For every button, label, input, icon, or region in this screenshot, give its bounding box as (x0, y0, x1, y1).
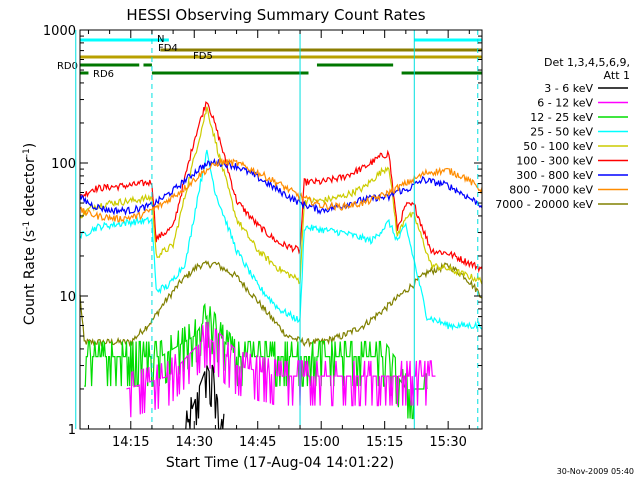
x-tick-label: 15:15 (366, 435, 403, 450)
legend: Det 1,3,4,5,6,9, Att 1 3 - 6 keV 6 - 12 k… (495, 56, 630, 211)
legend-entry-label: 3 - 6 keV (544, 82, 593, 95)
flag-label-rd6: RD6 (93, 69, 114, 80)
y-label-mid: detector (22, 157, 38, 221)
y-tick-label: 100 (51, 157, 76, 172)
x-axis-label: Start Time (17-Aug-04 14:01:22) (166, 455, 394, 471)
x-tick-label: 15:30 (429, 435, 466, 450)
y-tick-label: 1 (68, 423, 76, 438)
chart-title: HESSI Observing Summary Count Rates (126, 6, 425, 24)
series-line-100-300-keV (79, 101, 483, 274)
boundaries-layer (75, 30, 479, 429)
x-tick-label: 14:45 (239, 435, 276, 450)
flag-label-n: N (157, 34, 164, 45)
legend-entry-label: 800 - 7000 keV (509, 184, 593, 197)
legend-entry-label: 6 - 12 keV (537, 97, 593, 110)
legend-entry-label: 12 - 25 keV (530, 111, 593, 124)
series-line-25-50-keV (79, 149, 483, 331)
y-axis-label: Count Rate (s-1 detector-1) (22, 143, 38, 325)
legend-entry-label: 50 - 100 keV (523, 140, 593, 153)
x-ticks: 14:15 14:30 14:45 15:00 15:15 15:30 (87, 30, 470, 450)
series-line-3-6-keV (185, 364, 225, 430)
legend-header-1: Det 1,3,4,5,6,9, (544, 56, 630, 69)
legend-entry-label: 300 - 800 keV (516, 169, 593, 182)
series-line-50-100-keV (79, 106, 483, 285)
y-label-end: ) (22, 143, 38, 148)
legend-header-2: Att 1 (604, 69, 630, 82)
series-line-800-7000-keV (79, 156, 483, 223)
y-ticks: 1 10 100 1000 (43, 24, 482, 438)
y-label-main: Count Rate (s (22, 230, 38, 325)
y-label-sup2: -1 (22, 148, 32, 157)
series-line-300-800-keV (79, 157, 483, 217)
flag-label-rd0: RD0 (57, 61, 78, 72)
series-line-6-12-keV (126, 321, 436, 418)
legend-entry-label: 7000 - 20000 keV (495, 198, 593, 211)
series-line-12-25-keV (84, 302, 428, 420)
x-tick-label: 15:00 (302, 435, 339, 450)
y-tick-label: 10 (59, 290, 76, 305)
x-tick-label: 14:15 (112, 435, 149, 450)
y-tick-label: 1000 (43, 24, 76, 39)
legend-entry-label: 100 - 300 keV (516, 155, 593, 168)
x-tick-label: 14:30 (176, 435, 213, 450)
timestamp: 30-Nov-2009 05:40 (557, 467, 634, 476)
series-line-7000-20000-keV (79, 260, 483, 348)
legend-entry-label: 25 - 50 keV (530, 126, 593, 139)
flag-label-fd5: FD5 (193, 51, 213, 62)
series-layer (79, 101, 483, 430)
plot-frame (79, 29, 483, 430)
y-label-sup1: -1 (22, 221, 32, 230)
flag-label-fd4: FD4 (158, 43, 178, 54)
